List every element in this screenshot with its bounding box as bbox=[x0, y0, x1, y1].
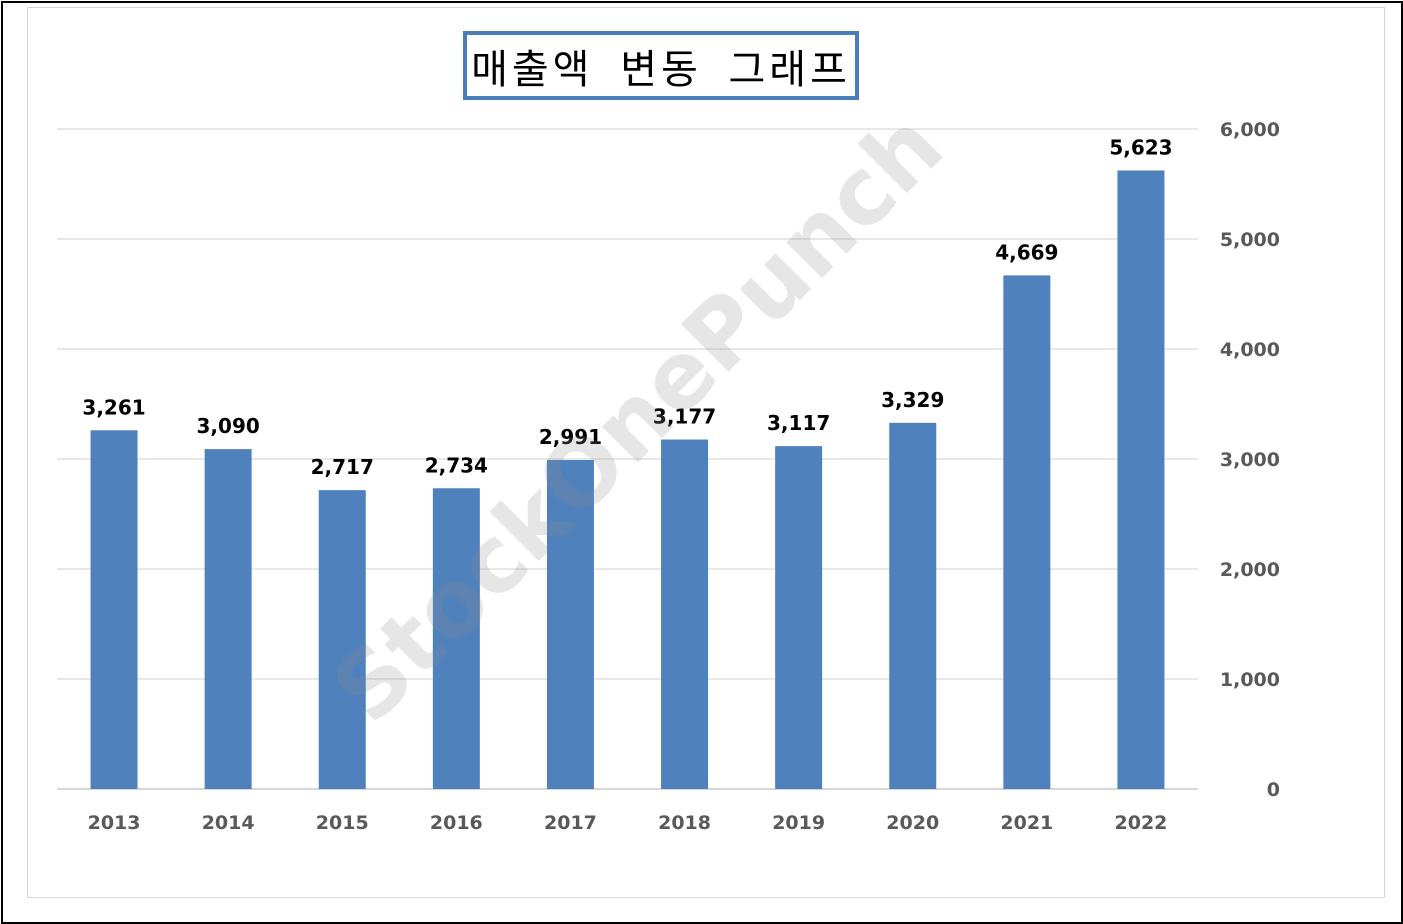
data-label-2013: 3,261 bbox=[82, 395, 145, 419]
bar-2019 bbox=[775, 446, 822, 789]
x-tick-label: 2015 bbox=[316, 812, 369, 834]
y-tick-label: 1,000 bbox=[1220, 669, 1280, 691]
x-tick-label: 2022 bbox=[1115, 812, 1168, 834]
x-tick-label: 2020 bbox=[886, 812, 939, 834]
watermark: StockOnePunch bbox=[312, 92, 963, 743]
y-tick-label: 3,000 bbox=[1220, 449, 1280, 471]
bar-2018 bbox=[661, 440, 708, 789]
bar-chart: 3,2613,0902,717 2,7342,9913,177 3,1173,329… bbox=[0, 0, 1403, 924]
chart-title: 매출액 변동 그래프 bbox=[471, 37, 851, 95]
y-tick-label: 4,000 bbox=[1220, 339, 1280, 361]
x-tick-label: 2014 bbox=[202, 812, 255, 834]
data-label-2014: 3,090 bbox=[197, 414, 260, 438]
x-tick-label: 2017 bbox=[544, 812, 597, 834]
y-tick-label: 5,000 bbox=[1220, 229, 1280, 251]
chart-title-box: 매출액 변동 그래프 bbox=[463, 31, 859, 100]
bar-2013 bbox=[91, 430, 138, 789]
x-tick-label: 2018 bbox=[658, 812, 711, 834]
data-label-2021: 4,669 bbox=[995, 240, 1058, 264]
y-tick-label: 0 bbox=[1267, 779, 1280, 801]
data-label-2019: 3,117 bbox=[767, 411, 830, 435]
x-tick-label: 2019 bbox=[772, 812, 825, 834]
y-tick-label: 6,000 bbox=[1220, 119, 1280, 141]
x-axis-ticks: 2013 2014 2015 2016 2017 2018 2019 2020 2021 2022 bbox=[88, 812, 1168, 834]
x-tick-label: 2016 bbox=[430, 812, 483, 834]
data-label-2015: 2,717 bbox=[311, 455, 374, 479]
bar-2021 bbox=[1003, 275, 1050, 789]
bar-2014 bbox=[205, 449, 252, 789]
data-label-2022: 5,623 bbox=[1109, 135, 1172, 159]
x-tick-label: 2013 bbox=[88, 812, 141, 834]
y-axis-ticks: 0 1,000 2,000 3,000 4,000 5,000 6,000 bbox=[1220, 119, 1280, 801]
data-label-2020: 3,329 bbox=[881, 388, 944, 412]
data-label-2016: 2,734 bbox=[425, 453, 488, 477]
y-tick-label: 2,000 bbox=[1220, 559, 1280, 581]
bar-2020 bbox=[889, 423, 936, 789]
x-tick-label: 2021 bbox=[1000, 812, 1053, 834]
bar-2022 bbox=[1117, 170, 1164, 789]
